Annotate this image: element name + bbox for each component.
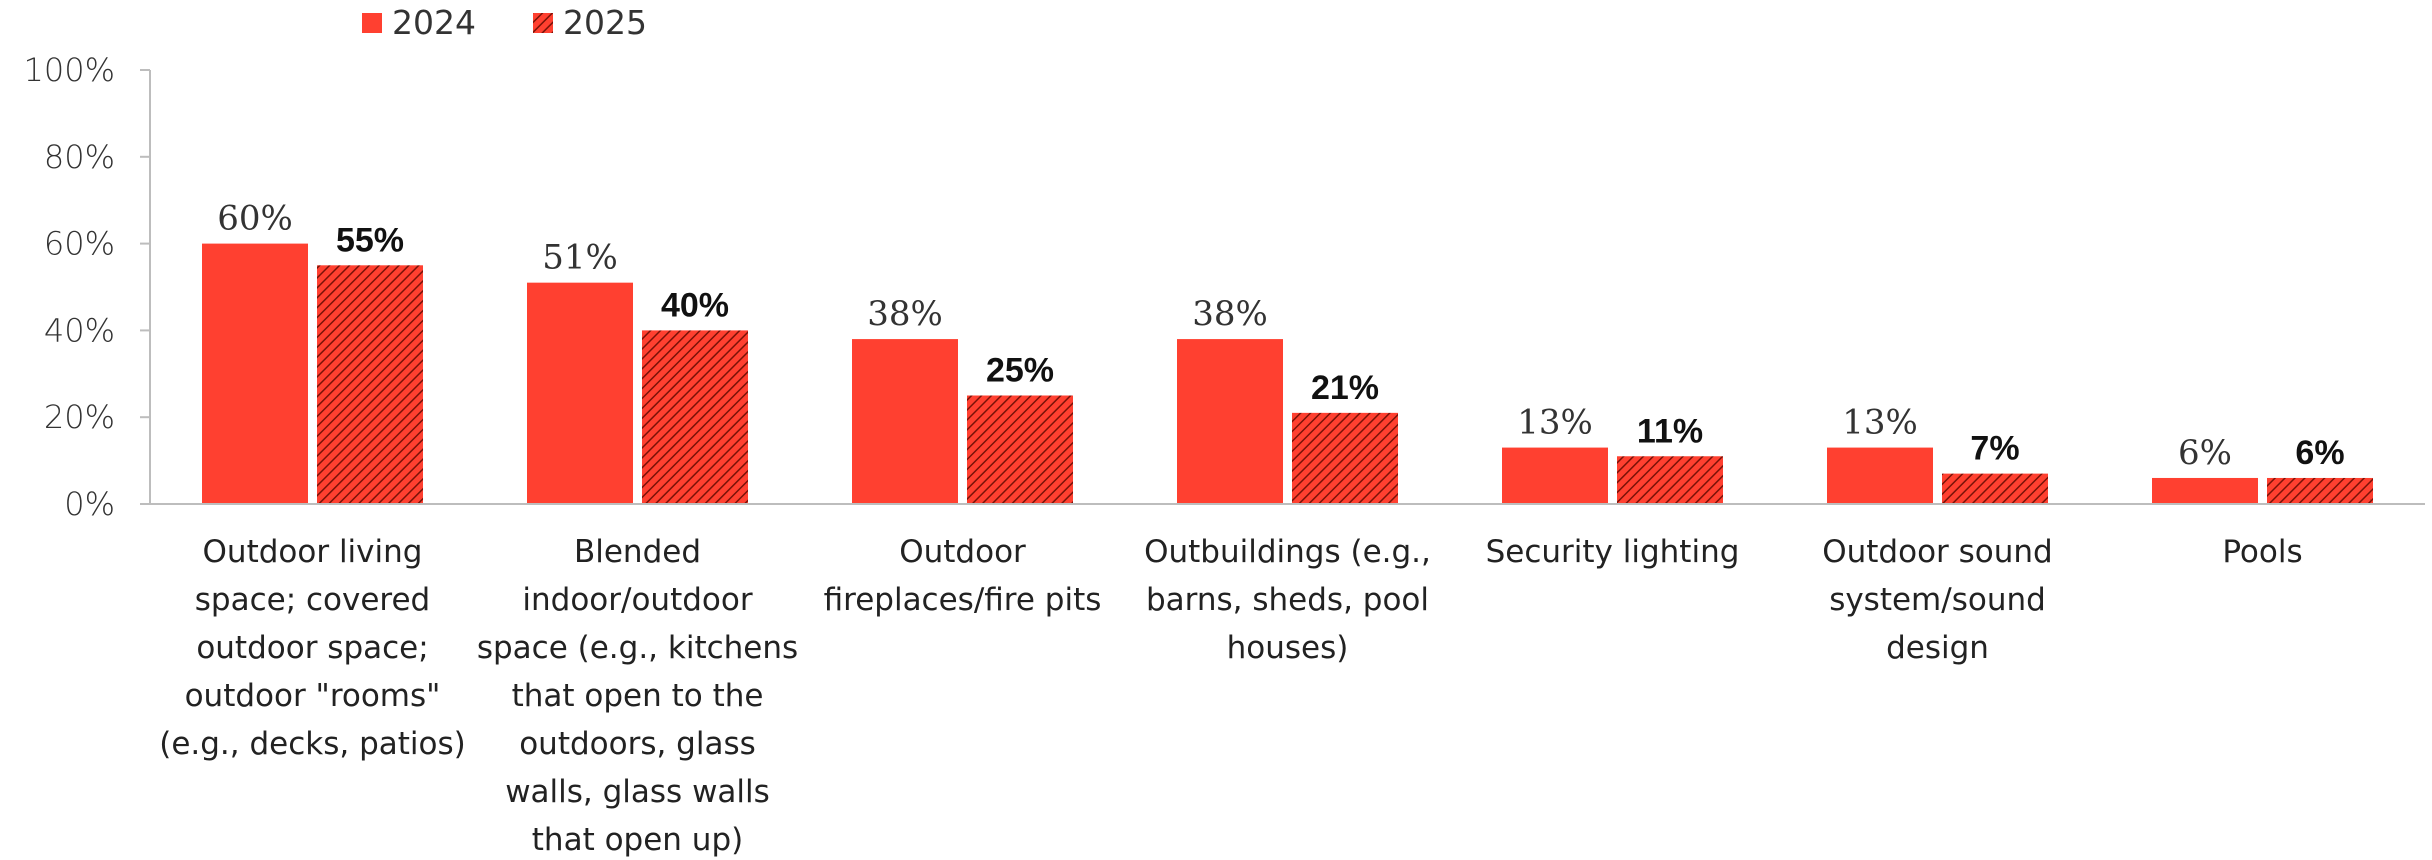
legend-label-2024: 2024 (392, 3, 476, 42)
y-tick-label: 40% (44, 311, 115, 349)
data-label-2025: 25% (986, 352, 1054, 390)
data-label-2025: 11% (1637, 412, 1703, 450)
category-label: Outdoor fireplaces/fire pits (824, 534, 1102, 618)
bar-2025 (1617, 456, 1723, 504)
bar-2025 (642, 330, 748, 504)
bars: 60% 55% 51% 40% 38% 25% 38% 21% 13% 11% 13% 7% 6% 6% (202, 199, 2373, 504)
legend: 2024 2025 (362, 3, 647, 42)
legend-swatch-2025 (533, 13, 553, 33)
bar-2025 (1942, 473, 2048, 504)
bar-2025 (967, 395, 1073, 504)
y-tick-label: 0% (64, 485, 115, 523)
category-label: Pools (2222, 534, 2302, 570)
bar-2024 (202, 243, 308, 504)
bar-2024 (852, 339, 958, 504)
data-label-2024: 51% (542, 238, 618, 278)
category-label: Blended indoor/outdoor space (e.g., kitche… (477, 534, 798, 858)
data-label-2024: 6% (2178, 433, 2232, 473)
category-label: Outbuildings (e.g., barns, sheds, pool hou… (1144, 534, 1431, 666)
x-axis: Outdoor living space; covered outdoor spac… (150, 503, 2425, 858)
bar-2025 (2267, 477, 2373, 504)
data-label-2025: 21% (1311, 369, 1379, 407)
data-label-2024: 38% (1192, 294, 1268, 334)
y-tick-label: 80% (44, 138, 115, 176)
y-tick-label: 100% (24, 51, 115, 89)
data-label-2025: 6% (2295, 434, 2344, 472)
y-axis: 0% 20% 40% 60% 80% 100% (24, 51, 151, 523)
category-label: Outdoor living space; covered outdoor spac… (159, 534, 466, 762)
data-label-2025: 55% (336, 221, 404, 259)
bar-2025 (1292, 412, 1398, 504)
bar-2024 (2152, 477, 2258, 504)
data-label-2024: 60% (217, 199, 293, 239)
legend-swatch-2024 (362, 13, 382, 33)
bar-2024 (1827, 447, 1933, 504)
category-label: Outdoor sound system/sound design (1822, 534, 2053, 666)
y-tick-label: 20% (44, 398, 115, 436)
bar-2024 (1502, 447, 1608, 504)
data-label-2024: 13% (1517, 403, 1593, 443)
bar-2024 (527, 282, 633, 504)
data-label-2025: 40% (661, 286, 729, 324)
category-label: Security lighting (1486, 534, 1740, 570)
data-label-2024: 38% (867, 294, 943, 334)
data-label-2025: 7% (1970, 430, 2019, 468)
bar-2024 (1177, 339, 1283, 504)
data-label-2024: 13% (1842, 403, 1918, 443)
legend-label-2025: 2025 (563, 3, 647, 42)
y-tick-label: 60% (44, 225, 115, 263)
bar-2025 (317, 265, 423, 504)
